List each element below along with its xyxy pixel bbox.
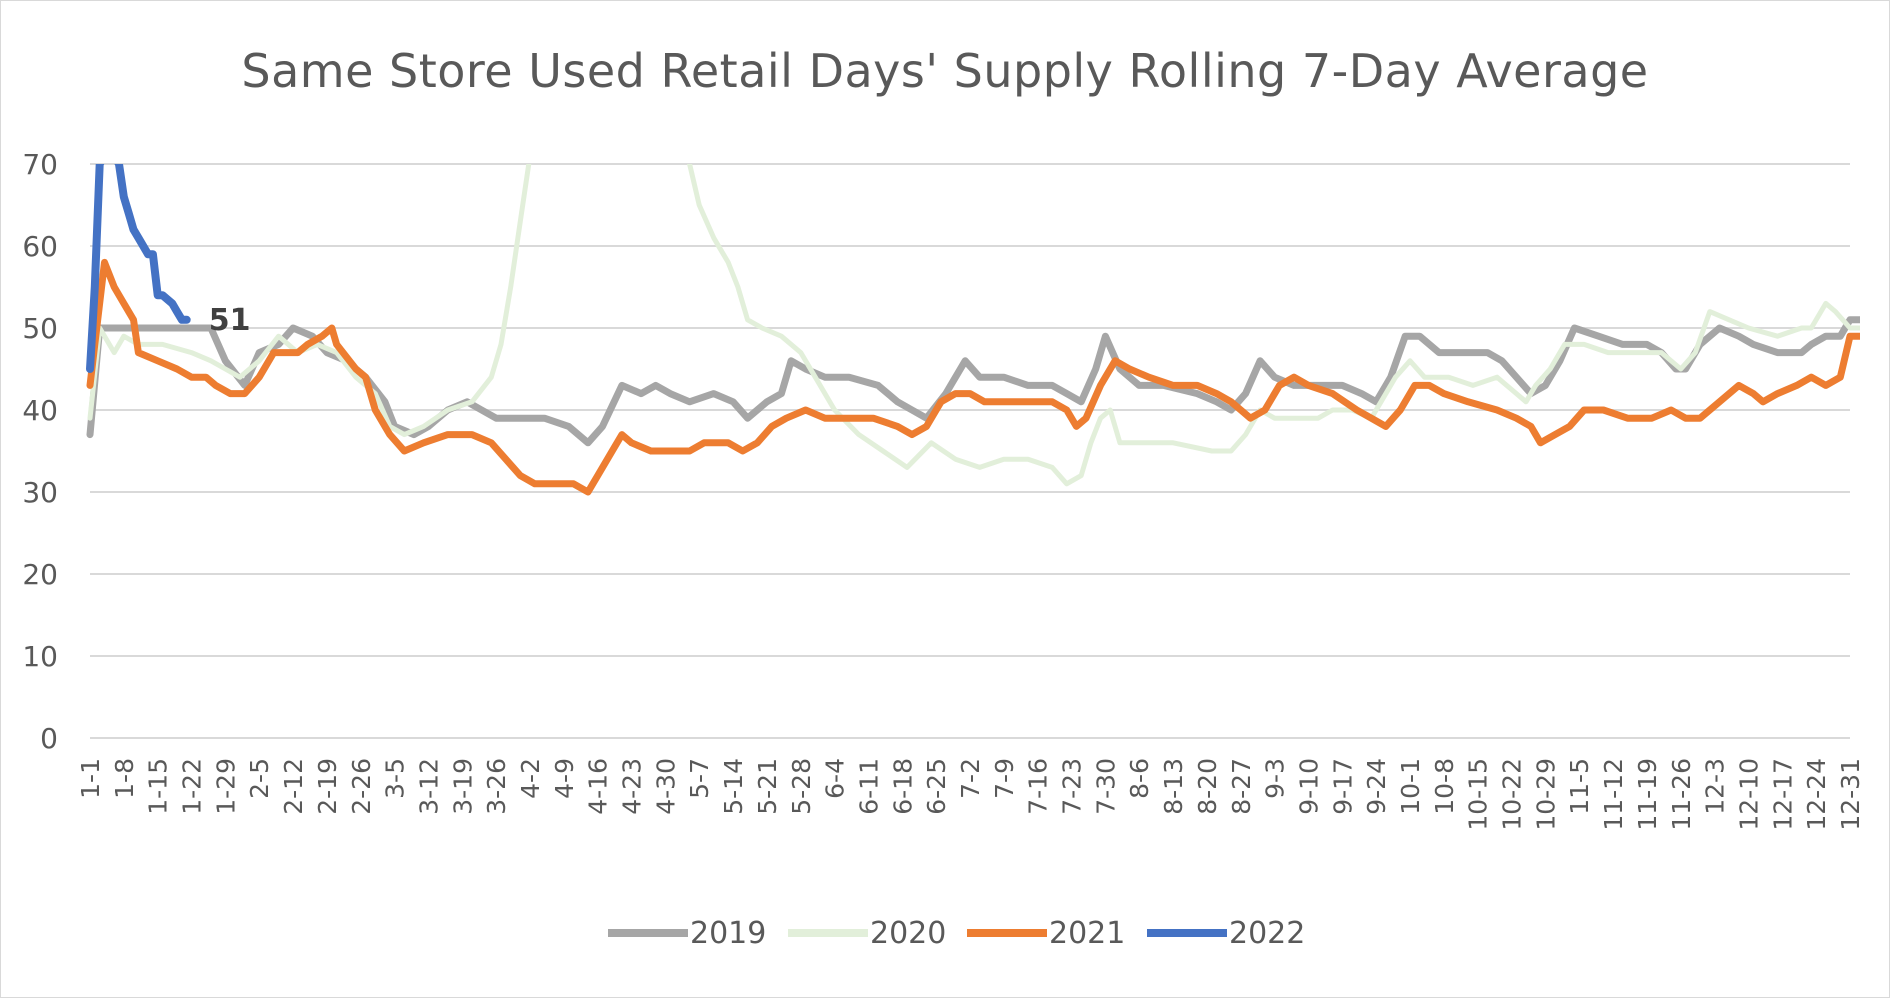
x-tick-label: 7-16: [1024, 758, 1053, 815]
x-tick-label: 6-11: [854, 758, 883, 815]
legend-label: 2022: [1229, 916, 1305, 951]
legend-label: 2019: [690, 916, 766, 951]
legend-item-2019: 2019: [608, 916, 766, 951]
x-tick-label: 2-26: [347, 758, 376, 815]
x-axis-ticks: 1-1 1-8 1-15 1-22 1-29 2-5 2-12 2-19 2-26 3-5 3-12…: [76, 758, 1865, 831]
legend-label: 2021: [1049, 916, 1125, 951]
x-tick-label: 11-19: [1633, 758, 1662, 831]
x-tick-label: 6-25: [922, 758, 951, 815]
data-label-2022: 51: [209, 303, 251, 338]
x-tick-label: 8-6: [1125, 758, 1154, 799]
x-tick-label: 12-31: [1836, 758, 1865, 831]
x-tick-label: 4-2: [516, 758, 545, 799]
x-tick-label: 6-4: [821, 758, 850, 799]
y-tick-label: 30: [22, 476, 58, 509]
x-tick-label: 1-22: [178, 758, 207, 815]
x-tick-label: 8-27: [1227, 758, 1256, 815]
x-tick-label: 10-8: [1430, 758, 1459, 815]
x-tick-label: 10-22: [1498, 758, 1527, 831]
legend-item-2022: 2022: [1147, 916, 1305, 951]
x-tick-label: 7-9: [990, 758, 1019, 799]
x-tick-label: 1-29: [211, 758, 240, 815]
y-tick-label: 50: [22, 312, 58, 345]
x-tick-label: 3-19: [448, 758, 477, 815]
x-tick-label: 2-12: [279, 758, 308, 815]
x-tick-label: 12-3: [1701, 758, 1730, 815]
x-tick-label: 11-26: [1667, 758, 1696, 831]
x-tick-label: 7-30: [1091, 758, 1120, 815]
x-tick-label: 2-19: [313, 758, 342, 815]
x-tick-label: 7-23: [1058, 758, 1087, 815]
x-tick-label: 2-5: [245, 758, 274, 799]
series-lines: [86, 164, 1860, 496]
data-labels: 51: [209, 303, 251, 338]
x-tick-label: 4-9: [550, 758, 579, 799]
legend: 2019 2020 2021 2022: [608, 916, 1305, 951]
x-tick-label: 6-18: [888, 758, 917, 815]
chart-title: Same Store Used Retail Days' Supply Roll…: [241, 44, 1649, 98]
series-line-2021: [86, 258, 1860, 496]
x-tick-label: 11-5: [1565, 758, 1594, 815]
x-tick-label: 12-24: [1802, 758, 1831, 831]
x-tick-label: 10-29: [1531, 758, 1560, 831]
series-line-2020: [87, 164, 1860, 487]
x-tick-label: 12-10: [1734, 758, 1763, 831]
series-line-2022: [86, 164, 191, 373]
x-tick-label: 9-10: [1294, 758, 1323, 815]
y-tick-label: 0: [40, 722, 58, 755]
x-tick-label: 5-21: [753, 758, 782, 815]
x-tick-label: 8-13: [1159, 758, 1188, 815]
legend-item-2021: 2021: [967, 916, 1125, 951]
y-tick-label: 40: [22, 394, 58, 427]
gridlines: [90, 163, 1850, 739]
x-tick-label: 8-20: [1193, 758, 1222, 815]
x-tick-label: 1-15: [144, 758, 173, 815]
x-tick-label: 4-30: [651, 758, 680, 815]
x-tick-label: 3-5: [381, 758, 410, 799]
y-tick-label: 20: [22, 558, 58, 591]
x-tick-label: 5-28: [787, 758, 816, 815]
x-tick-label: 5-14: [719, 758, 748, 815]
x-tick-label: 10-1: [1396, 758, 1425, 815]
x-tick-label: 1-8: [110, 758, 139, 799]
x-tick-label: 5-7: [685, 758, 714, 799]
x-tick-label: 1-1: [76, 758, 105, 799]
x-tick-label: 9-24: [1362, 758, 1391, 815]
y-tick-label: 10: [22, 640, 58, 673]
x-tick-label: 9-3: [1261, 758, 1290, 799]
y-tick-label: 70: [22, 148, 58, 181]
y-axis-ticks: 0 10 20 30 40 50 60 70: [22, 148, 58, 755]
x-tick-label: 3-26: [482, 758, 511, 815]
legend-label: 2020: [870, 916, 946, 951]
legend-item-2020: 2020: [788, 916, 946, 951]
x-tick-label: 9-17: [1328, 758, 1357, 815]
x-tick-label: 3-12: [414, 758, 443, 815]
y-tick-label: 60: [22, 230, 58, 263]
x-tick-label: 4-23: [618, 758, 647, 815]
x-tick-label: 7-2: [956, 758, 985, 799]
x-tick-label: 11-12: [1599, 758, 1628, 831]
x-tick-label: 4-16: [584, 758, 613, 815]
x-tick-label: 10-15: [1464, 758, 1493, 831]
x-tick-label: 12-17: [1768, 758, 1797, 831]
